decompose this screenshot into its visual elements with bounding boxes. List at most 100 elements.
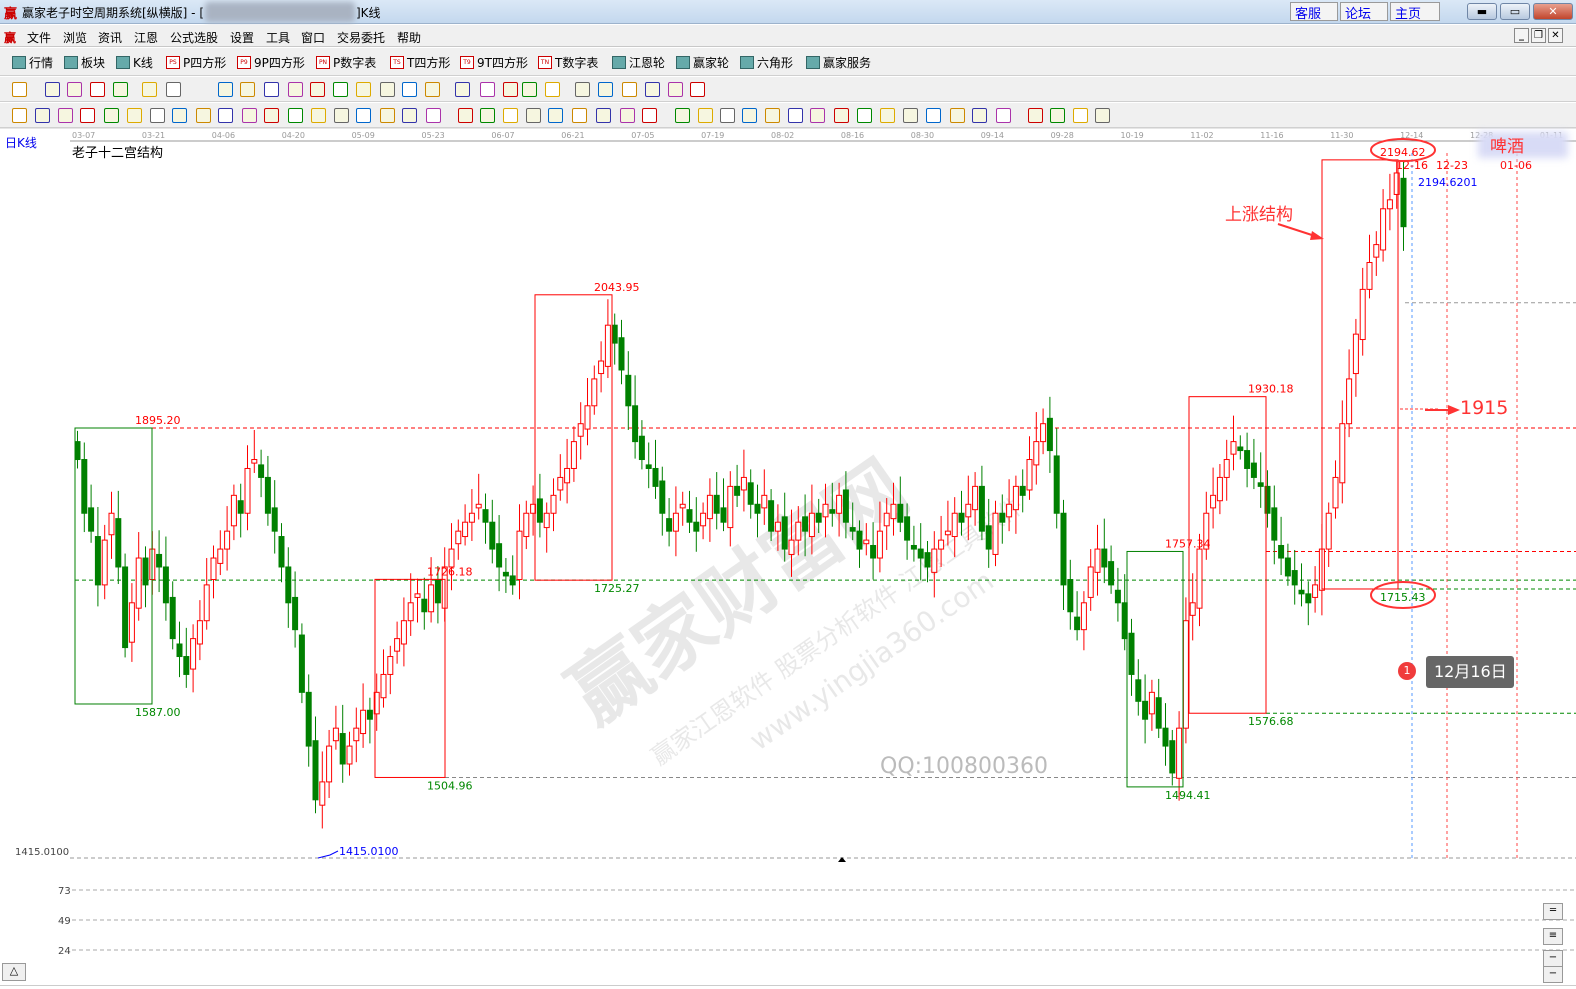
close-button[interactable]: ✕ — [1533, 3, 1573, 20]
tb2-tool-icon[interactable] — [480, 82, 495, 97]
tb3-tool-icon[interactable] — [458, 108, 473, 123]
tb2-tool-icon[interactable] — [333, 82, 348, 97]
mdi-minimize-button[interactable]: _ — [1514, 28, 1529, 43]
tb3-tool-icon[interactable] — [218, 108, 233, 123]
tb3-tool-icon[interactable] — [620, 108, 635, 123]
tb2-tool-icon[interactable] — [668, 82, 683, 97]
tb3-tool-icon[interactable] — [311, 108, 326, 123]
tb2-tool-icon[interactable] — [622, 82, 637, 97]
tb3-tool-icon[interactable] — [765, 108, 780, 123]
tb3-tool-icon[interactable] — [503, 108, 518, 123]
toolbar-ts[interactable]: TS T四方形 — [390, 54, 450, 71]
tb2-tool-icon[interactable] — [12, 82, 27, 97]
tb3-tool-icon[interactable] — [58, 108, 73, 123]
toolbar-winner-wheel[interactable]: 赢家轮 — [676, 54, 729, 71]
tb2-tool-icon[interactable] — [142, 82, 157, 97]
menu-help[interactable]: 帮助 — [397, 31, 422, 45]
tb3-tool-icon[interactable] — [172, 108, 187, 123]
tb3-tool-icon[interactable] — [288, 108, 303, 123]
tb3-tool-icon[interactable] — [402, 108, 417, 123]
tooltip-badge[interactable]: 1 — [1398, 662, 1416, 680]
menu-gann[interactable]: 江恩 — [134, 31, 159, 45]
toolbar-tn[interactable]: TN T数字表 — [538, 54, 598, 71]
tb3-tool-icon[interactable] — [972, 108, 987, 123]
tb2-tool-icon[interactable] — [90, 82, 105, 97]
menu-tools[interactable]: 工具 — [266, 31, 291, 45]
tb2-tool-icon[interactable] — [690, 82, 705, 97]
tb3-tool-icon[interactable] — [426, 108, 441, 123]
toolbar-ps[interactable]: PS P四方形 — [166, 54, 226, 71]
menu-trading[interactable]: 交易委托 — [337, 31, 386, 45]
toolbar-t9[interactable]: T9 9T四方形 — [460, 54, 528, 71]
tb3-tool-icon[interactable] — [356, 108, 371, 123]
tb2-tool-icon[interactable] — [166, 82, 181, 97]
menu-window[interactable]: 窗口 — [301, 31, 326, 45]
tb3-tool-icon[interactable] — [698, 108, 713, 123]
tb3-tool-icon[interactable] — [1095, 108, 1110, 123]
tb2-tool-icon[interactable] — [67, 82, 82, 97]
tb3-tool-icon[interactable] — [127, 108, 142, 123]
tb2-tool-icon[interactable] — [218, 82, 233, 97]
tb3-tool-icon[interactable] — [572, 108, 587, 123]
tb2-tool-icon[interactable] — [288, 82, 303, 97]
tb2-tool-icon[interactable] — [45, 82, 60, 97]
toolbar-grid-table[interactable]: 行情 — [12, 54, 53, 71]
forum-button[interactable]: 论坛 — [1340, 2, 1388, 22]
period-label[interactable]: 日K线 — [5, 136, 37, 150]
tb2-tool-icon[interactable] — [598, 82, 613, 97]
scroll-button[interactable]: − — [1543, 966, 1563, 983]
tb3-tool-icon[interactable] — [720, 108, 735, 123]
menu-browse[interactable]: 浏览 — [63, 31, 88, 45]
tb3-tool-icon[interactable] — [675, 108, 690, 123]
menu-settings[interactable]: 设置 — [230, 31, 255, 45]
mdi-restore-button[interactable]: ❐ — [1531, 28, 1546, 43]
tb3-tool-icon[interactable] — [35, 108, 50, 123]
tb3-tool-icon[interactable] — [12, 108, 27, 123]
tb3-tool-icon[interactable] — [264, 108, 279, 123]
tb3-tool-icon[interactable] — [80, 108, 95, 123]
zoom-out-button[interactable]: − — [1543, 950, 1563, 967]
menu-file[interactable]: 文件 — [27, 31, 52, 45]
tb3-tool-icon[interactable] — [903, 108, 918, 123]
tb2-tool-icon[interactable] — [645, 82, 660, 97]
tb3-tool-icon[interactable] — [548, 108, 563, 123]
tb3-tool-icon[interactable] — [334, 108, 349, 123]
tb3-tool-icon[interactable] — [788, 108, 803, 123]
tb3-tool-icon[interactable] — [880, 108, 895, 123]
menu-formula-select[interactable]: 公式选股 — [170, 31, 219, 45]
tb3-tool-icon[interactable] — [380, 108, 395, 123]
toolbar-dollar[interactable]: 赢家服务 — [806, 54, 871, 71]
tb3-tool-icon[interactable] — [1028, 108, 1043, 123]
mdi-close-button[interactable]: ✕ — [1548, 28, 1563, 43]
tb2-tool-icon[interactable] — [455, 82, 470, 97]
tb3-tool-icon[interactable] — [150, 108, 165, 123]
tb3-tool-icon[interactable] — [857, 108, 872, 123]
tb2-tool-icon[interactable] — [425, 82, 440, 97]
tb3-tool-icon[interactable] — [810, 108, 825, 123]
tb2-tool-icon[interactable] — [264, 82, 279, 97]
customer-service-button[interactable]: 客服 — [1290, 2, 1338, 22]
toolbar-p9[interactable]: P9 9P四方形 — [237, 54, 305, 71]
toolbar-kline[interactable]: K线 — [116, 54, 153, 71]
homepage-button[interactable]: 主页 — [1390, 2, 1440, 22]
tb2-tool-icon[interactable] — [503, 82, 518, 97]
expand-panel-button[interactable]: △ — [2, 963, 26, 981]
tb2-tool-icon[interactable] — [113, 82, 128, 97]
tb3-tool-icon[interactable] — [480, 108, 495, 123]
menu-info[interactable]: 资讯 — [98, 31, 123, 45]
tb2-tool-icon[interactable] — [380, 82, 395, 97]
minimize-button[interactable]: ▬ — [1467, 3, 1497, 20]
tb3-tool-icon[interactable] — [742, 108, 757, 123]
tb2-tool-icon[interactable] — [356, 82, 371, 97]
tb3-tool-icon[interactable] — [526, 108, 541, 123]
zoom-fit-button[interactable]: ≡ — [1543, 928, 1563, 945]
tb3-tool-icon[interactable] — [196, 108, 211, 123]
chart-area[interactable]: 03-07 03-21 04-06 04-20 05-09 05-23 06-07 06-21… — [0, 127, 1576, 987]
tb3-tool-icon[interactable] — [834, 108, 849, 123]
tb3-tool-icon[interactable] — [950, 108, 965, 123]
kline-chart[interactable]: 03-07 03-21 04-06 04-20 05-09 05-23 06-07 06-21… — [0, 127, 1576, 987]
tb2-tool-icon[interactable] — [545, 82, 560, 97]
toolbar-pn[interactable]: PN P数字表 — [316, 54, 376, 71]
tb3-tool-icon[interactable] — [1050, 108, 1065, 123]
tb3-tool-icon[interactable] — [104, 108, 119, 123]
